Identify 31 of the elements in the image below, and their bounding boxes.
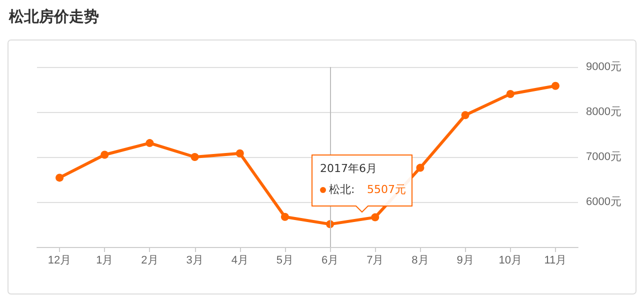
x-tick-label: 2月 [141,254,158,266]
x-tick-label: 12月 [48,254,72,266]
chart-title: 松北房价走势 [8,8,99,26]
annotation: 2017年6月 [320,162,377,175]
point [190,153,199,161]
point [56,174,64,182]
x-tick-label: 5月 [276,254,294,266]
point [551,82,560,90]
x-tick-label: 10月 [498,254,522,266]
x-tick-label: 9月 [456,254,474,266]
x-tick-label: 8月 [412,254,429,266]
point [100,150,109,159]
point [280,212,289,221]
y-tick-label: 8000元 [586,106,622,118]
x-tick-label: 11月 [544,254,567,266]
annotation: 5507元 [367,183,406,196]
x-tick-label: 6月 [321,254,339,266]
point [236,149,244,158]
point [146,139,154,148]
point [461,111,470,120]
y-tick-label: 9000元 [586,61,622,73]
annotation: 松北: [329,183,355,196]
point [371,213,380,222]
point [416,164,424,172]
x-tick-label: 4月 [231,254,248,266]
x-tick-label: 3月 [186,254,204,266]
x-tick-label: 7月 [366,254,384,266]
y-tick-label: 7000元 [586,151,622,163]
x-tick-label: 1月 [96,254,114,266]
point [506,90,514,98]
y-tick-label: 6000元 [586,196,622,208]
